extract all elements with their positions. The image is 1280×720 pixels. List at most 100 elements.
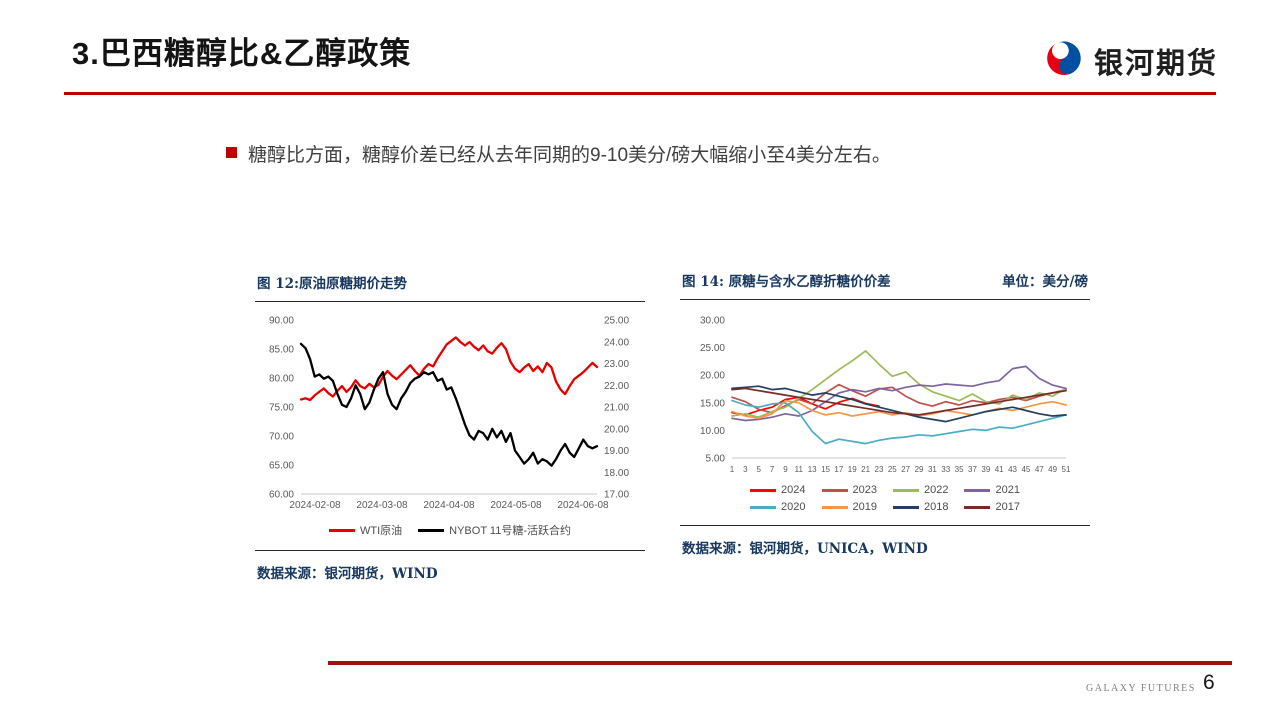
legend-label: 2021	[995, 484, 1020, 496]
legend-swatch	[750, 488, 777, 492]
x-axis-tick-label: 39	[981, 465, 990, 474]
legend-label: WTI原油	[359, 525, 403, 537]
series-line-2017	[731, 387, 1067, 416]
x-axis-tick-label: 37	[968, 465, 977, 474]
y-axis-tick-label: 5.00	[706, 454, 726, 465]
y-axis-tick-label: 25.00	[604, 316, 629, 327]
series-line-2020	[731, 399, 1067, 445]
legend-label: 2019	[852, 501, 877, 513]
series-line-wti-	[299, 336, 599, 402]
x-axis-tick-label: 31	[928, 465, 937, 474]
legend-label: 2018	[924, 501, 949, 513]
legend-swatch	[821, 505, 848, 509]
legend-label: 2024	[781, 484, 806, 496]
series-line-2021	[731, 365, 1067, 422]
y-axis-tick-label: 20.00	[700, 371, 725, 382]
y-axis-tick-label: 90.00	[269, 316, 294, 327]
footer-brand-text: GALAXY FUTURES	[1086, 683, 1196, 694]
legend-label: NYBOT 11号糖-活跃合约	[449, 525, 571, 537]
y-axis-tick-label: 18.00	[604, 468, 629, 479]
y-axis-tick-label: 10.00	[700, 426, 725, 437]
y-axis-tick-label: 80.00	[269, 374, 294, 385]
figure-14-unit: 单位：美分/磅	[1002, 274, 1088, 290]
legend-swatch	[418, 528, 445, 532]
legend-item: NYBOT 11号糖-活跃合约	[418, 522, 571, 538]
x-axis-tick-label: 29	[915, 465, 924, 474]
legend-label: 2020	[781, 501, 806, 513]
galaxy-logo-icon	[1037, 32, 1092, 90]
y-axis-tick-label: 15.00	[700, 398, 725, 409]
legend-item: WTI原油	[328, 522, 403, 538]
legend-swatch	[893, 488, 919, 492]
legend-swatch	[821, 488, 848, 492]
legend-label: 2022	[924, 484, 949, 496]
figure-14-panel: 图 14: 原糖与含水乙醇折糖价价差 单位：美分/磅 30.00 25.00 20.…	[680, 268, 1090, 557]
legend-item: 2018	[893, 501, 948, 513]
y-axis-tick-label: 21.00	[604, 403, 629, 414]
legend-label: 2023	[852, 484, 877, 496]
series-line-2024	[731, 396, 880, 416]
x-axis-tick-label: 15	[821, 465, 830, 474]
x-axis-tick-label: 25	[888, 465, 897, 474]
x-axis-tick-label: 51	[1062, 465, 1071, 474]
figure-12-legend: WTI原油 NYBOT 11号糖-活跃合约	[255, 522, 645, 538]
series-line-nybot-11-	[299, 342, 599, 467]
y-axis-tick-label: 85.00	[269, 345, 294, 356]
y-axis-tick-label: 70.00	[269, 432, 294, 443]
x-axis-tick-label: 41	[995, 465, 1004, 474]
legend-label: 2017	[995, 501, 1020, 513]
legend-item: 2019	[821, 501, 877, 513]
legend-item: 2024	[750, 484, 806, 496]
y-axis-tick-label: 30.00	[700, 316, 725, 327]
y-axis-tick-label: 65.00	[269, 461, 294, 472]
legend-item: 2023	[821, 484, 877, 496]
bullet-point: 糖醇比方面，糖醇价差已经从去年同期的9-10美分/磅大幅缩小至4美分左右。	[226, 140, 891, 167]
x-axis-tick-label: 27	[901, 465, 910, 474]
legend-item: 2021	[964, 484, 1020, 496]
x-axis-tick-label: 2024-04-08	[423, 500, 475, 511]
legend-swatch	[964, 505, 991, 509]
x-axis-tick-label: 43	[1008, 465, 1017, 474]
figure-14-title: 图 14: 原糖与含水乙醇折糖价价差	[682, 274, 891, 290]
crude-oil-sugar-price-chart: 90.00 85.00 80.00 75.00 70.00 65.00 60.00 25.00…	[269, 316, 629, 512]
y-axis-tick-label: 19.00	[604, 446, 629, 457]
page-title: 3.巴西糖醇比&乙醇政策	[72, 36, 412, 71]
legend-item: 2017	[964, 501, 1020, 513]
y-axis-tick-label: 60.00	[269, 490, 294, 501]
series-line-2022	[731, 350, 1067, 419]
y-axis-tick-label: 20.00	[604, 424, 629, 435]
figure-14-legend: 2024 2023 2022 2021 2020 2019 2018 2017	[720, 484, 1050, 513]
header-divider	[64, 92, 1216, 95]
series-line-2018	[731, 385, 1067, 423]
x-axis-tick-label: 45	[1021, 465, 1030, 474]
x-axis-tick-label: 9	[783, 465, 788, 474]
y-axis-tick-label: 22.00	[604, 381, 629, 392]
y-axis-tick-label: 24.00	[604, 337, 629, 348]
x-axis-tick-label: 35	[955, 465, 964, 474]
figure-12-panel: 图 12:原油原糖期价走势 90.00 85.00 80.00 75.00 70.00 6…	[255, 270, 645, 582]
x-axis-tick-label: 49	[1048, 465, 1057, 474]
series-line-2019	[731, 399, 1067, 420]
x-axis-tick-label: 1	[730, 465, 735, 474]
x-axis-tick-label: 2024-05-08	[490, 500, 542, 511]
brand-name: 银河期货	[1093, 47, 1218, 80]
x-axis-tick-label: 5	[756, 465, 761, 474]
y-axis-tick-label: 75.00	[269, 403, 294, 414]
legend-swatch	[964, 488, 991, 492]
figure-12-source: 数据来源：银河期货，WIND	[255, 550, 645, 582]
legend-item: 2022	[893, 484, 948, 496]
y-axis-tick-label: 23.00	[604, 359, 629, 370]
x-axis-tick-label: 33	[941, 465, 950, 474]
legend-swatch	[750, 505, 777, 509]
x-axis-tick-label: 2024-03-08	[356, 500, 408, 511]
bullet-square-icon	[226, 147, 237, 158]
x-axis-tick-label: 23	[875, 465, 884, 474]
brand-logo: 银河期货	[1045, 38, 1218, 83]
legend-item: 2020	[750, 501, 806, 513]
y-axis-tick-label: 25.00	[700, 343, 725, 354]
footer-divider	[328, 661, 1232, 665]
y-axis-tick-label: 17.00	[604, 490, 629, 501]
figure-12-title: 图 12:原油原糖期价走势	[257, 276, 407, 292]
x-axis-tick-label: 3	[743, 465, 748, 474]
